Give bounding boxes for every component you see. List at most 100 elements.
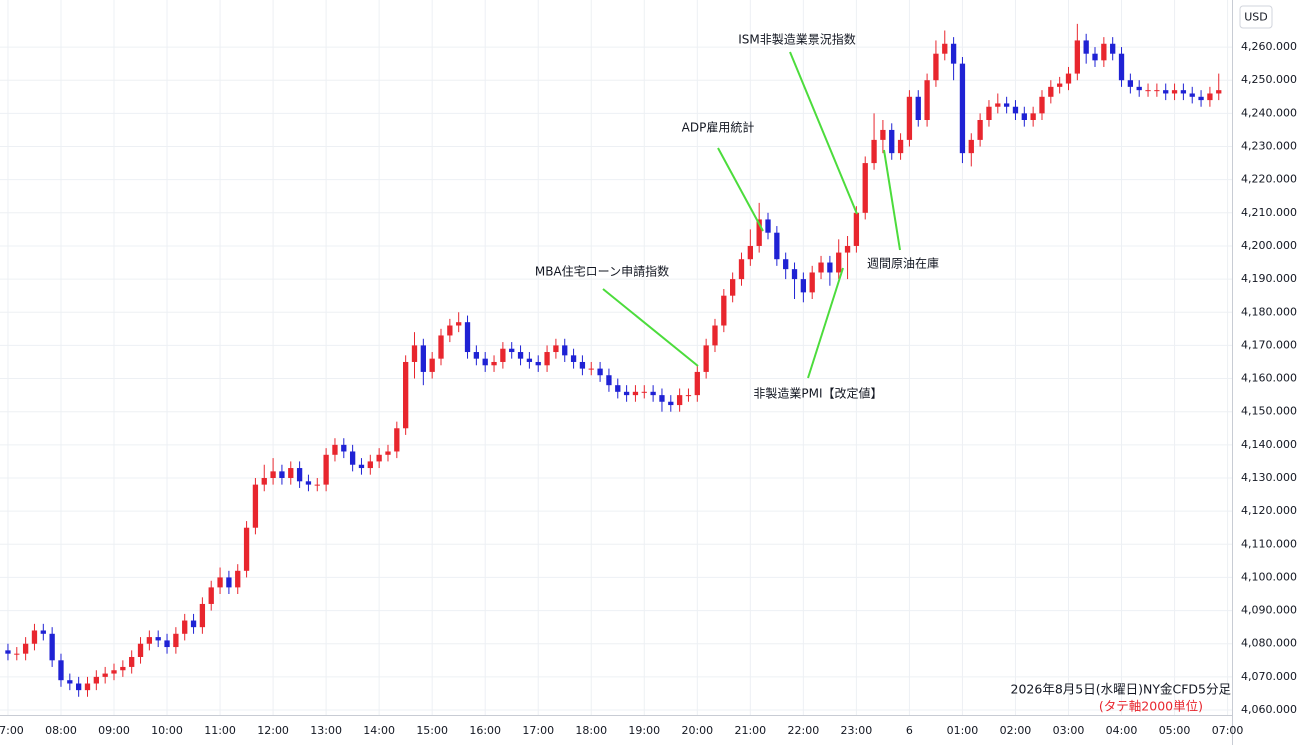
candle-body <box>358 464 365 469</box>
y-tick-label: 4,200.000 <box>1241 239 1297 252</box>
candle-body <box>120 666 126 671</box>
candle-body <box>341 444 347 452</box>
candle-body <box>915 96 921 120</box>
candle-body <box>632 391 639 396</box>
candle-body <box>1171 90 1178 94</box>
x-tick-label: 21:00 <box>734 724 766 737</box>
candle-body <box>1145 90 1151 92</box>
candle-body <box>49 633 55 661</box>
candle-body <box>694 371 700 396</box>
x-tick-label: 07:00 <box>1212 724 1244 737</box>
y-tick-label: 4,090.000 <box>1241 604 1297 617</box>
candle-body <box>756 219 762 246</box>
candle-body <box>977 119 983 140</box>
candle-body <box>597 368 603 376</box>
candle-body <box>261 477 267 485</box>
x-tick-label: 12:00 <box>257 724 289 737</box>
candle-body <box>774 232 780 260</box>
candle-body <box>84 683 91 691</box>
candle-body <box>208 587 214 604</box>
y-tick-label: 4,260.000 <box>1241 40 1297 53</box>
candle-body <box>102 673 108 677</box>
candle-body <box>950 43 957 64</box>
candle-body <box>968 139 974 154</box>
candle-body <box>367 461 373 469</box>
candle-body <box>1083 40 1089 54</box>
candle-body <box>411 345 418 362</box>
annotation-leader <box>807 267 844 379</box>
candle-body <box>349 451 356 465</box>
x-tick-label: 17:00 <box>522 724 554 737</box>
candle-body <box>783 259 789 270</box>
candle-body <box>827 262 833 273</box>
chart-caption: 2026年8月5日(水曜日)NY金CFD5分足 <box>1011 682 1232 697</box>
y-tick-label: 4,230.000 <box>1241 140 1297 153</box>
candle-body <box>1136 86 1142 91</box>
candle-body <box>526 358 533 362</box>
candle-body <box>1127 80 1134 87</box>
candle-body <box>1039 96 1045 114</box>
candle-body <box>738 259 745 280</box>
candle-body <box>668 401 674 406</box>
candle-body <box>818 262 824 273</box>
candle-body <box>703 345 709 372</box>
y-tick-label: 4,170.000 <box>1241 338 1297 351</box>
candle-body <box>420 345 426 372</box>
x-tick-label: 19:00 <box>628 724 660 737</box>
candle-body <box>164 640 170 648</box>
candle-body <box>924 80 930 120</box>
candle-body <box>1154 90 1160 92</box>
candle-body <box>517 352 524 359</box>
x-tick-label: 03:00 <box>1053 724 1085 737</box>
candle-body <box>659 395 665 402</box>
candle-body <box>809 272 815 293</box>
annotation-label: MBA住宅ローン申請指数 <box>535 264 669 279</box>
y-tick-label: 4,110.000 <box>1241 537 1297 550</box>
x-tick-label: 04:00 <box>1106 724 1138 737</box>
candle-body <box>429 358 435 372</box>
candle-body <box>570 355 577 362</box>
candle-body <box>199 603 206 628</box>
candle-body <box>1110 43 1116 54</box>
candle-body <box>1207 93 1213 101</box>
candle-body <box>67 680 73 684</box>
candle-body <box>535 361 541 366</box>
candle-body <box>235 570 241 588</box>
x-tick-label: 6 <box>906 724 913 737</box>
candle-body <box>182 620 188 634</box>
x-tick-label: 13:00 <box>310 724 342 737</box>
candle-body <box>765 219 771 233</box>
candle-body <box>1180 90 1187 94</box>
candle-body <box>1021 113 1027 120</box>
x-tick-label: 01:00 <box>947 724 979 737</box>
currency-label: USD <box>1244 11 1268 24</box>
y-tick-label: 4,250.000 <box>1241 73 1297 86</box>
y-tick-label: 4,140.000 <box>1241 438 1297 451</box>
candle-body <box>544 352 550 366</box>
x-tick-label: 09:00 <box>98 724 130 737</box>
candle-body <box>889 129 895 154</box>
x-tick-label: 18:00 <box>575 724 607 737</box>
candle-body <box>721 295 727 326</box>
candle-body <box>880 129 886 140</box>
x-tick-label: 05:00 <box>1159 724 1191 737</box>
candle-body <box>190 620 197 628</box>
candle-body <box>31 630 38 644</box>
candle-body <box>403 361 409 429</box>
candle-body <box>491 361 497 366</box>
candle-body <box>906 96 913 140</box>
candle-body <box>243 527 250 571</box>
candle-body <box>853 212 860 246</box>
candle-body <box>871 139 877 164</box>
y-tick-label: 4,130.000 <box>1241 471 1297 484</box>
axis-note: (タテ軸2000単位) <box>1099 699 1203 714</box>
x-tick-label: 10:00 <box>151 724 183 737</box>
annotation-leader <box>883 149 901 251</box>
candle-body <box>376 454 382 462</box>
candle-body <box>685 395 692 397</box>
candle-body <box>14 653 20 655</box>
x-tick-label: 15:00 <box>416 724 448 737</box>
y-tick-label: 4,220.000 <box>1241 173 1297 186</box>
candle-body <box>1198 96 1204 101</box>
